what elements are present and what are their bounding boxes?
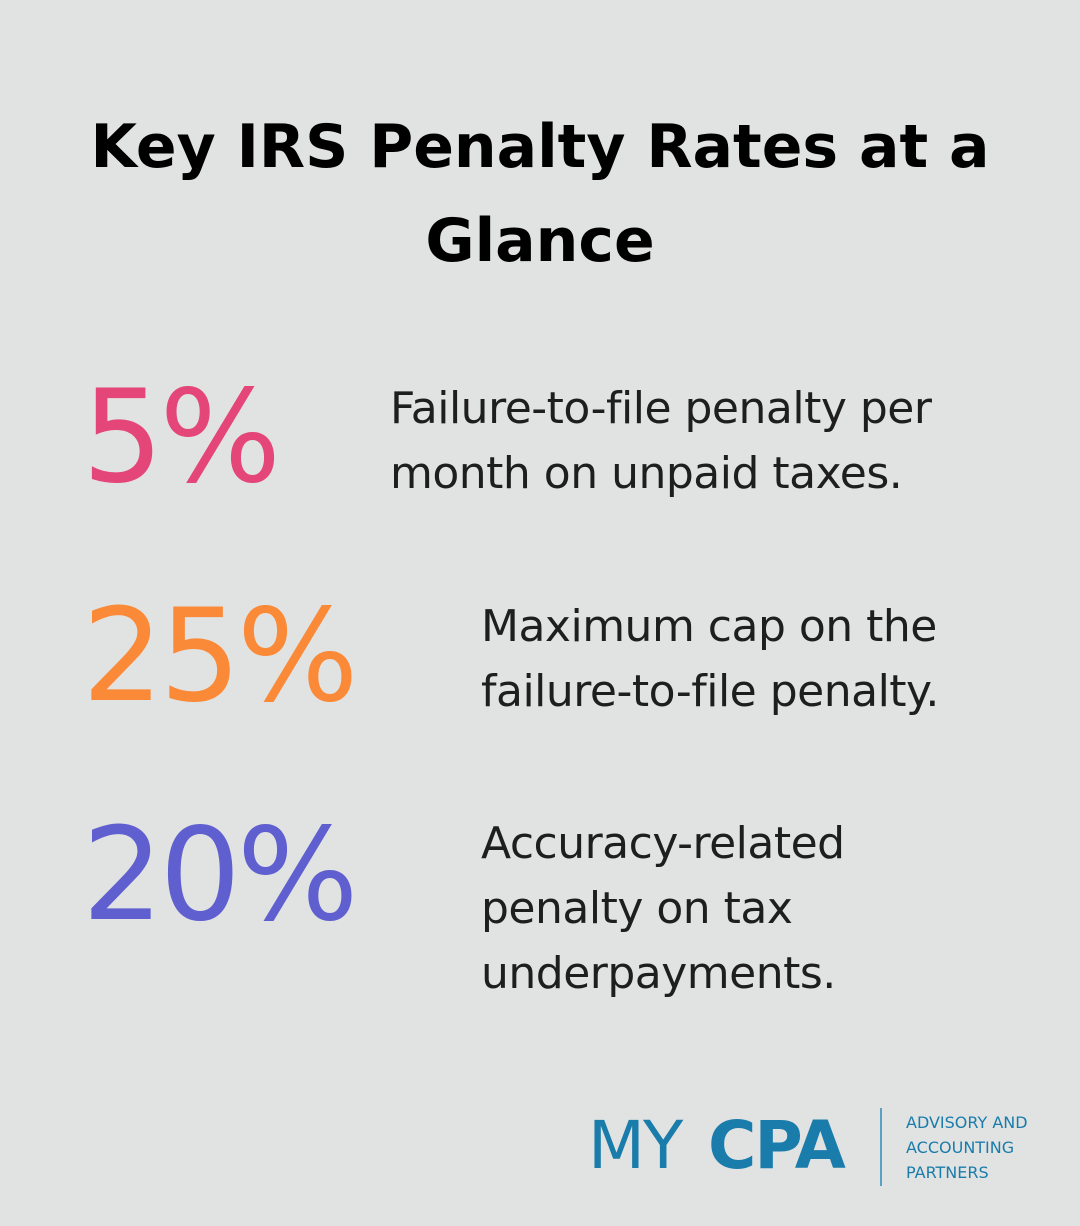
- stat-value: 25%: [82, 582, 358, 731]
- stat-value: 5%: [82, 363, 281, 512]
- logo-divider: [880, 1108, 882, 1186]
- stat-description: Maximum cap on the failure-to-file penal…: [481, 601, 939, 717]
- logo-wordmark-cpa: CPA: [708, 1107, 846, 1184]
- stat-description: Accuracy-related penalty on tax underpay…: [481, 818, 845, 999]
- logo-tagline: ADVISORY AND ACCOUNTING PARTNERS: [906, 1113, 1028, 1182]
- company-logo: MY CPA ADVISORY AND ACCOUNTING PARTNERS: [588, 1108, 1058, 1188]
- logo-wordmark-my: MY: [588, 1107, 683, 1184]
- stat-description: Failure-to-file penalty per month on unp…: [390, 383, 932, 499]
- stat-value: 20%: [82, 801, 358, 950]
- page-title: Key IRS Penalty Rates at a Glance: [90, 112, 990, 276]
